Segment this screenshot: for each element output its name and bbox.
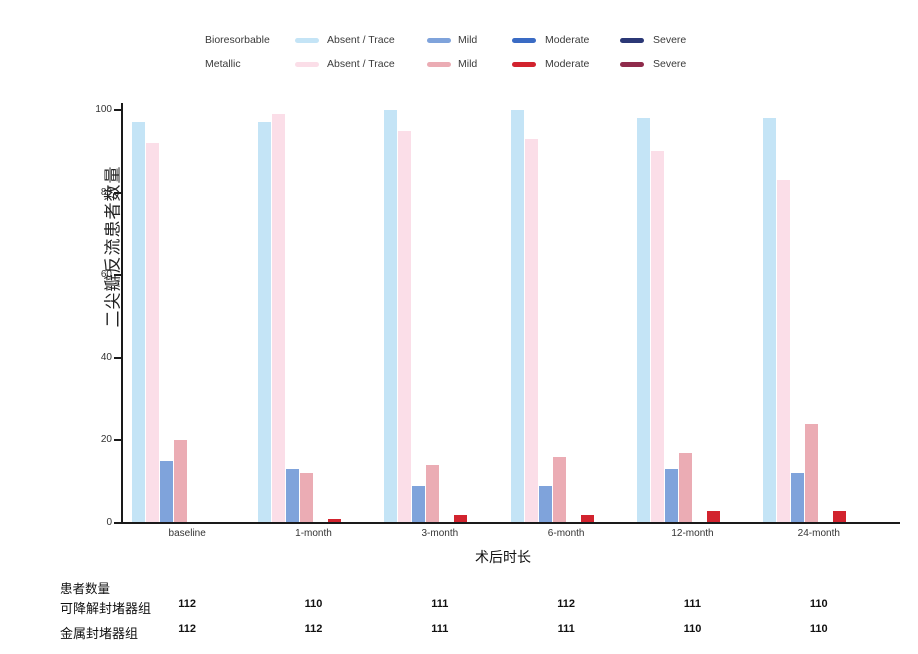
bar-metallic-mild bbox=[552, 456, 566, 523]
y-tick-mark bbox=[114, 356, 121, 359]
bar-group-baseline bbox=[124, 110, 250, 523]
legend-item-label: Severe bbox=[653, 58, 687, 70]
patient-count-value: 112 bbox=[178, 623, 197, 635]
x-axis-line bbox=[121, 522, 900, 524]
bar-group-3-month bbox=[377, 110, 503, 523]
y-tick-mark bbox=[114, 274, 121, 277]
bar-metallic-absent-trace bbox=[650, 151, 664, 523]
bar-bioresorbable-mild bbox=[285, 469, 299, 523]
patient-count-value: 110 bbox=[809, 598, 828, 610]
patient-table-title: 患者数量 bbox=[60, 582, 111, 596]
bar-metallic-mild bbox=[805, 423, 819, 523]
y-axis-line bbox=[121, 103, 123, 524]
legend-item-label: Mild bbox=[458, 34, 478, 46]
bar-metallic-mild bbox=[299, 473, 313, 523]
patient-count-value: 111 bbox=[557, 623, 575, 635]
legend-swatch-severe bbox=[620, 38, 644, 43]
x-tick-label-1-month: 1-month bbox=[295, 528, 332, 539]
patient-table-row-values: 112 110 111 112 111 110 bbox=[124, 598, 882, 610]
patient-count-value: 111 bbox=[431, 598, 449, 610]
legend-group-label: Metallic bbox=[205, 58, 241, 70]
patient-table-row-label: 可降解封堵器组 bbox=[60, 601, 152, 616]
legend-swatch-absent-trace bbox=[295, 62, 319, 67]
patient-table-row-label: 金属封堵器组 bbox=[60, 626, 139, 641]
legend-swatch-absent-trace bbox=[295, 38, 319, 43]
bar-group-6-month bbox=[503, 110, 629, 523]
y-tick-label: 80 bbox=[100, 186, 112, 198]
bar-metallic-mild bbox=[678, 452, 692, 523]
y-tick-label: 20 bbox=[100, 434, 112, 446]
legend-item-label: Moderate bbox=[545, 34, 590, 46]
legend-item-label: Severe bbox=[653, 34, 687, 46]
legend-item-label: Mild bbox=[458, 58, 478, 70]
legend-swatch-moderate bbox=[512, 62, 536, 67]
patient-count-value: 111 bbox=[431, 623, 449, 635]
x-tick-label-24-month: 24-month bbox=[797, 528, 840, 539]
bar-metallic-mild bbox=[426, 465, 440, 523]
bar-bioresorbable-absent-trace bbox=[257, 122, 271, 523]
patient-table-row-values: 112 112 111 111 110 110 bbox=[124, 623, 882, 635]
x-axis-tick-labels: baseline 1-month 3-month 6-month 12-month 24-… bbox=[124, 528, 882, 539]
bar-group-1-month bbox=[250, 110, 376, 523]
bar-metallic-moderate bbox=[580, 514, 594, 523]
x-tick-label-3-month: 3-month bbox=[421, 528, 459, 539]
patient-count-value: 111 bbox=[683, 598, 702, 610]
patient-count-value: 112 bbox=[304, 623, 323, 635]
y-tick-mark bbox=[114, 191, 121, 194]
legend-item-label: Absent / Trace bbox=[327, 58, 395, 70]
bar-bioresorbable-mild bbox=[412, 485, 426, 523]
x-axis-title: 术后时长 bbox=[475, 551, 531, 566]
patient-count-value: 112 bbox=[557, 598, 576, 610]
bar-bioresorbable-absent-trace bbox=[510, 110, 524, 523]
legend-swatch-moderate bbox=[512, 38, 536, 43]
legend-item-label: Moderate bbox=[545, 58, 590, 70]
y-tick-label: 100 bbox=[95, 104, 112, 115]
bar-bioresorbable-absent-trace bbox=[384, 110, 398, 523]
y-tick-mark bbox=[114, 522, 121, 524]
bar-bioresorbable-absent-trace bbox=[763, 118, 777, 523]
patient-count-value: 110 bbox=[809, 623, 828, 635]
bar-metallic-absent-trace bbox=[777, 180, 791, 523]
x-tick-label-6-month: 6-month bbox=[547, 528, 585, 539]
patient-count-value: 110 bbox=[683, 623, 702, 635]
bar-group-12-month bbox=[629, 110, 755, 523]
bar-metallic-moderate bbox=[327, 518, 341, 523]
x-tick-label-12-month: 12-month bbox=[671, 528, 714, 539]
patient-count-value: 110 bbox=[304, 598, 323, 610]
legend-swatch-severe bbox=[620, 62, 644, 67]
bar-metallic-absent-trace bbox=[398, 130, 412, 523]
legend-swatch-mild bbox=[427, 38, 451, 43]
y-tick-mark bbox=[114, 439, 121, 442]
bar-metallic-moderate bbox=[833, 510, 847, 523]
bar-metallic-moderate bbox=[706, 510, 720, 523]
y-tick-label: 60 bbox=[100, 269, 112, 281]
x-tick-label-baseline: baseline bbox=[168, 528, 206, 539]
y-axis-title: 二尖瓣反流患者数量 bbox=[103, 165, 123, 328]
bar-bioresorbable-absent-trace bbox=[131, 122, 145, 523]
legend-swatch-mild bbox=[427, 62, 451, 67]
bar-metallic-absent-trace bbox=[271, 114, 285, 523]
y-tick-label: 0 bbox=[106, 517, 112, 528]
y-tick-label: 40 bbox=[100, 351, 112, 363]
bar-bioresorbable-mild bbox=[538, 485, 552, 523]
legend-item-label: Absent / Trace bbox=[327, 34, 395, 46]
bar-bioresorbable-mild bbox=[791, 473, 805, 523]
bar-metallic-absent-trace bbox=[145, 143, 159, 523]
bar-metallic-mild bbox=[173, 440, 187, 523]
bar-bioresorbable-absent-trace bbox=[636, 118, 650, 523]
legend-group-label: Bioresorbable bbox=[205, 34, 270, 46]
bar-bioresorbable-mild bbox=[159, 461, 173, 523]
patient-count-value: 112 bbox=[178, 598, 197, 610]
bar-bioresorbable-mild bbox=[664, 469, 678, 523]
bar-metallic-absent-trace bbox=[524, 138, 538, 523]
bar-metallic-moderate bbox=[454, 514, 468, 523]
y-tick-mark bbox=[114, 109, 121, 111]
bar-group-24-month bbox=[756, 110, 882, 523]
plot-area bbox=[124, 110, 882, 523]
